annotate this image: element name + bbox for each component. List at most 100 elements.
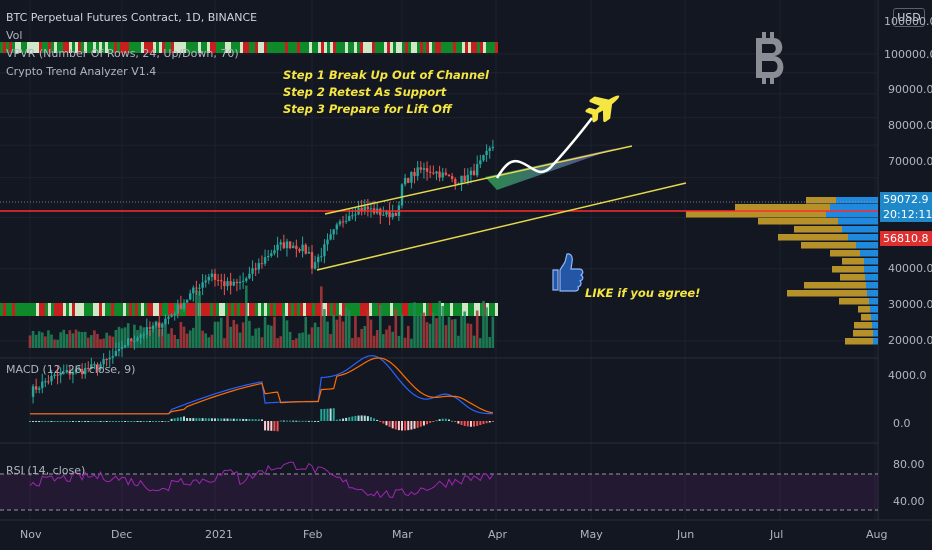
candle-body	[270, 253, 273, 256]
candle-body	[317, 256, 320, 263]
macd-histogram-bar	[152, 421, 154, 422]
candle-body	[192, 287, 195, 294]
candle-body	[260, 263, 264, 265]
x-tick-label: Dec	[111, 528, 133, 541]
trend-strip-cell	[309, 42, 312, 53]
trend-strip-cell	[111, 303, 114, 316]
trend-strip-cell	[201, 303, 204, 316]
trend-strip-cell	[315, 303, 318, 316]
volume-bar	[62, 329, 66, 348]
macd-histogram-bar	[189, 418, 192, 421]
trend-strip-cell	[336, 303, 339, 316]
candle-body	[335, 224, 339, 230]
candle-body	[241, 280, 245, 282]
candle-body	[485, 150, 488, 156]
volume-bar	[419, 313, 423, 348]
volume-bar	[77, 331, 81, 348]
trend-strip-cell	[231, 303, 234, 316]
volume-bar	[382, 334, 385, 348]
trend-strip-cell	[360, 42, 363, 53]
x-tick-label: Aug	[866, 528, 888, 541]
trend-strip-cell	[192, 303, 195, 316]
candle-body	[263, 257, 267, 264]
candle-body	[229, 281, 232, 286]
volume-profile-up	[848, 234, 878, 241]
trend-strip-cell	[402, 303, 405, 316]
indicator-label-trend[interactable]: Crypto Trend Analyzer V1.4	[6, 65, 157, 78]
candle-body	[454, 179, 457, 184]
volume-profile-down	[801, 242, 856, 249]
volume-bar	[435, 318, 438, 348]
candle-body	[167, 316, 170, 319]
macd-histogram-bar	[373, 418, 376, 421]
trend-strip-cell	[228, 42, 231, 53]
trend-strip-cell	[42, 303, 45, 316]
candle-body	[158, 322, 161, 328]
trend-strip-cell	[264, 303, 267, 316]
candle-body	[407, 178, 410, 183]
candle-body	[295, 245, 298, 250]
trend-strip-cell	[285, 42, 288, 53]
indicator-label-vol[interactable]: Vol	[6, 29, 23, 42]
candle-body	[369, 208, 373, 210]
macd-histogram-bar	[47, 421, 50, 422]
volume-bar	[188, 330, 192, 348]
rsi-title[interactable]: RSI (14, close)	[6, 464, 86, 477]
macd-histogram-bar	[176, 417, 179, 421]
volume-bar	[93, 330, 96, 348]
indicator-label-vpvr[interactable]: VPVR (Number Of Rows, 24, Up/Down, 70)	[6, 47, 239, 60]
macd-histogram-bar	[376, 419, 379, 421]
volume-profile-up	[856, 242, 878, 249]
candle-body	[139, 334, 142, 338]
trend-strip-cell	[66, 303, 69, 316]
trend-strip-cell	[159, 303, 162, 316]
trend-strip-cell	[327, 303, 330, 316]
candle-body	[102, 358, 105, 365]
candle-body	[47, 381, 50, 383]
trend-strip-cell	[447, 42, 450, 53]
candle-body	[189, 293, 192, 300]
trend-strip-cell	[372, 42, 375, 53]
trend-strip-cell	[279, 303, 282, 316]
volume-bar	[413, 302, 416, 348]
currency-button[interactable]: USD	[893, 8, 925, 27]
candle-body	[151, 325, 155, 329]
macd-histogram-bar	[314, 420, 317, 422]
macd-title[interactable]: MACD (12, 26, close, 9)	[6, 363, 136, 376]
trend-strip-cell	[75, 42, 78, 53]
volume-profile-up	[873, 338, 878, 345]
volume-bar	[307, 334, 311, 348]
trend-strip-cell	[135, 42, 138, 53]
trend-strip-cell	[258, 42, 261, 53]
candle-body	[482, 155, 485, 161]
volume-bar	[213, 321, 217, 348]
macd-histogram-bar	[167, 421, 170, 422]
candle-body	[34, 386, 38, 390]
trend-strip-cell	[288, 42, 291, 53]
trend-strip-cell	[468, 42, 471, 53]
macd-histogram-bar	[65, 421, 68, 422]
trend-strip-cell	[129, 42, 132, 53]
volume-profile-down	[686, 211, 826, 218]
volume-profile-up	[866, 282, 878, 289]
trend-strip-cell	[213, 303, 216, 316]
candle-body	[185, 299, 189, 303]
trend-strip-cell	[84, 42, 87, 53]
volume-bar	[198, 290, 201, 348]
candle-body	[53, 374, 56, 377]
macd-histogram-bar	[186, 418, 189, 421]
macd-histogram-bar	[304, 420, 307, 422]
trend-strip-cell	[48, 303, 51, 316]
trend-strip-cell	[363, 303, 366, 316]
volume-bar	[295, 338, 298, 348]
volume-bar	[50, 334, 53, 348]
volume-bar	[341, 321, 345, 348]
volume-bar	[210, 334, 214, 348]
trend-strip-cell	[432, 42, 435, 53]
volume-bar	[304, 316, 308, 348]
trend-strip-cell	[90, 42, 93, 53]
trend-strip-cell	[273, 42, 276, 53]
trend-strip-cell	[18, 303, 21, 316]
trend-strip-cell	[294, 42, 297, 53]
